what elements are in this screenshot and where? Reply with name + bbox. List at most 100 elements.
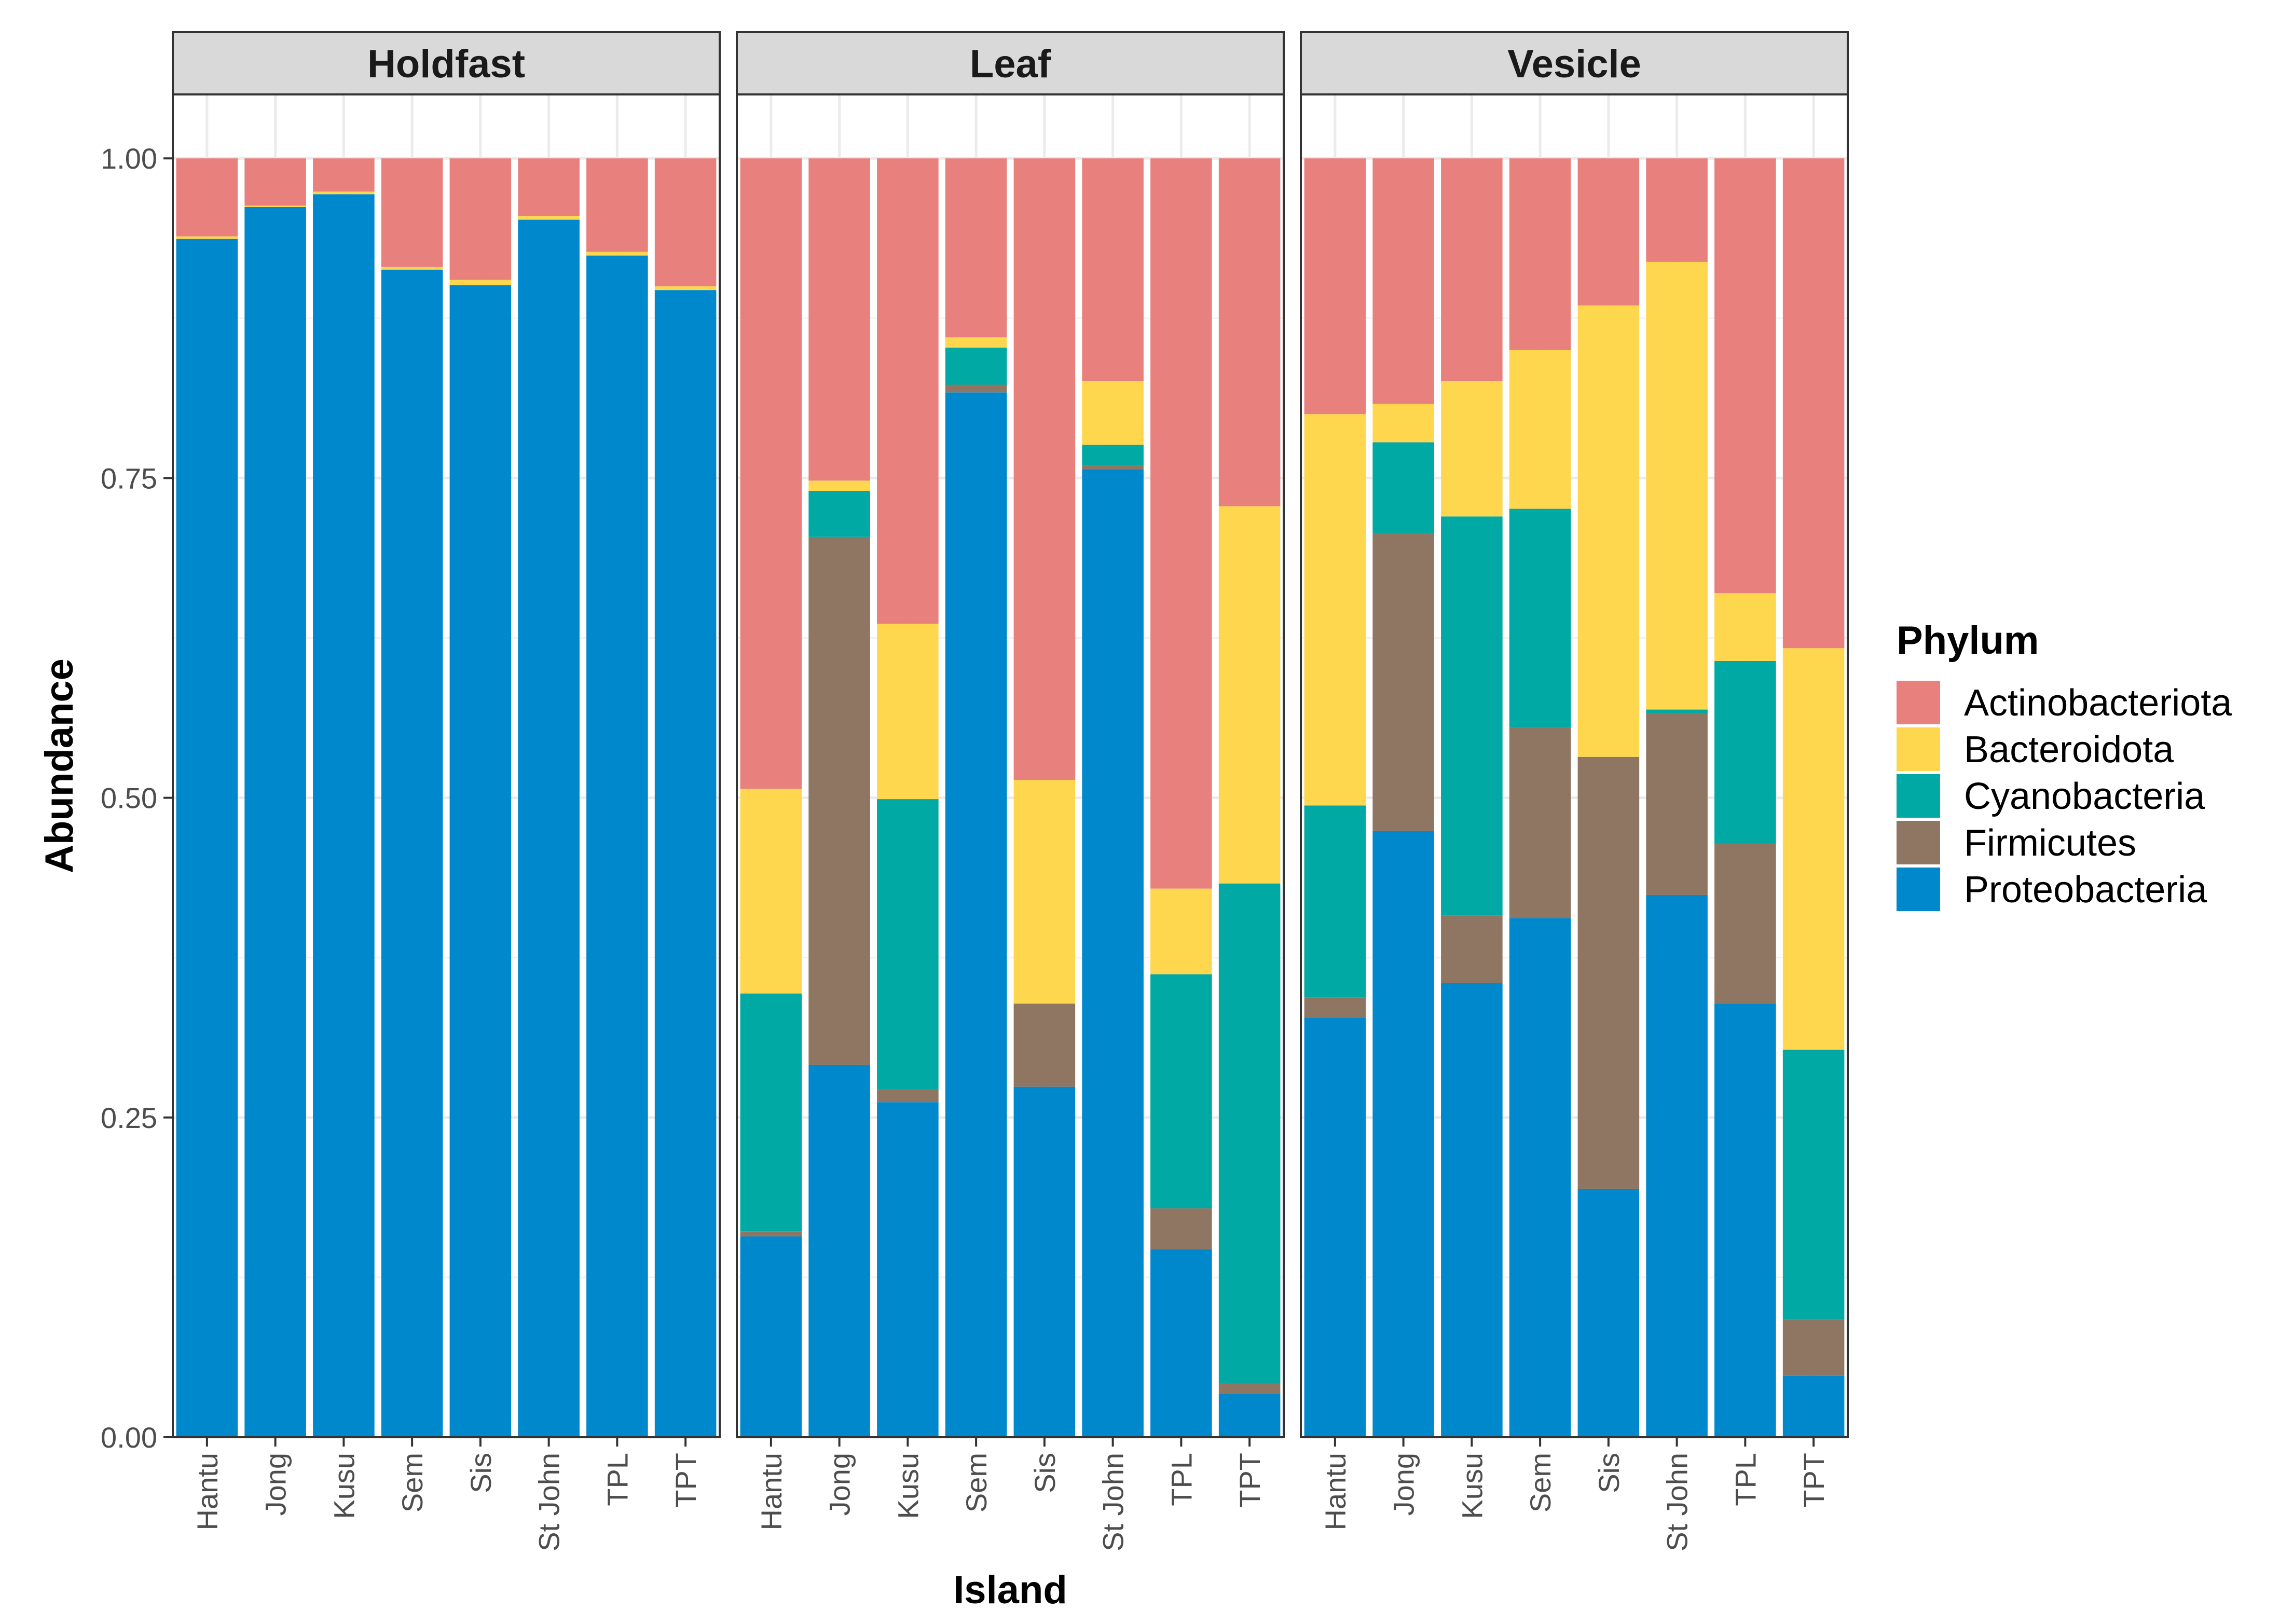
bar-vesicle-jong-bacteroidota [1372,404,1434,443]
bar-leaf-tpl-firmicutes [1150,1208,1212,1249]
bar-holdfast-sis-proteobacteria [449,285,512,1437]
bar-leaf-st-john-actinobacteriota [1082,158,1144,381]
bar-leaf-st-john-bacteroidota [1082,381,1144,445]
bar-vesicle-sem-cyanobacteria [1509,508,1571,728]
x-tick-label: Kusu [891,1453,924,1519]
bar-vesicle-tpt-cyanobacteria [1782,1050,1845,1320]
bar-vesicle-jong-cyanobacteria [1372,442,1434,533]
x-tick-label: Kusu [1455,1453,1488,1519]
bar-leaf-sem-firmicutes [945,384,1007,393]
x-tick-label: TPT [1797,1453,1830,1508]
bar-vesicle-jong-actinobacteriota [1372,158,1434,404]
bar-vesicle-kusu-cyanobacteria [1441,516,1503,916]
bar-leaf-jong-firmicutes [808,536,870,1065]
bar-holdfast-kusu-bacteroidota [313,191,375,195]
bar-holdfast-tpl-bacteroidota [586,252,648,256]
bar-vesicle-tpt-bacteroidota [1782,648,1845,1050]
bar-vesicle-hantu-actinobacteriota [1304,158,1366,415]
bar-vesicle-hantu-cyanobacteria [1304,805,1366,998]
bar-leaf-hantu-actinobacteriota [740,158,802,789]
facet-strip [172,31,721,95]
bar-vesicle-tpl-firmicutes [1714,844,1776,1004]
x-tick-label: TPL [1729,1453,1762,1506]
bar-leaf-jong-actinobacteriota [808,158,870,481]
bar-leaf-tpt-firmicutes [1218,1383,1281,1394]
bar-holdfast-tpl-proteobacteria [586,255,648,1437]
bar-vesicle-hantu-firmicutes [1304,997,1366,1018]
y-tick-label: 0.75 [101,462,157,494]
bar-holdfast-tpt-proteobacteria [654,290,717,1437]
bar-vesicle-tpl-proteobacteria [1714,1003,1776,1437]
x-tick-label: TPT [669,1453,702,1508]
facet-strip-label: Holdfast [367,42,525,86]
bar-vesicle-jong-firmicutes [1372,533,1434,831]
bar-leaf-hantu-bacteroidota [740,789,802,994]
legend-title: Phylum [1897,618,2039,663]
bar-vesicle-st-john-actinobacteriota [1646,158,1708,262]
x-tick-label: Hantu [191,1453,224,1530]
bar-holdfast-sem-bacteroidota [381,267,443,270]
y-tick-label: 0.25 [101,1102,157,1134]
y-tick-label: 0.50 [101,782,157,815]
x-tick-label: St John [1097,1453,1130,1551]
bar-leaf-sis-firmicutes [1013,1003,1076,1087]
legend-key-proteobacteria [1897,868,1940,911]
bar-leaf-tpl-cyanobacteria [1150,974,1212,1208]
bar-holdfast-sem-actinobacteriota [381,158,443,267]
bar-leaf-tpl-actinobacteriota [1150,158,1212,889]
bar-leaf-kusu-actinobacteriota [877,158,939,624]
bar-leaf-jong-bacteroidota [808,480,870,491]
x-tick-label: Sem [396,1453,429,1512]
x-tick-label: Jong [259,1453,292,1516]
bar-leaf-hantu-proteobacteria [740,1236,802,1437]
bar-vesicle-st-john-bacteroidota [1646,262,1708,710]
bar-vesicle-st-john-firmicutes [1646,713,1708,895]
bar-leaf-kusu-proteobacteria [877,1102,939,1437]
bar-vesicle-kusu-actinobacteriota [1441,158,1503,381]
x-tick-label: Sem [960,1453,993,1512]
bar-holdfast-sis-bacteroidota [449,280,512,285]
bar-holdfast-sis-actinobacteriota [449,158,512,280]
x-tick-label: Sis [464,1453,497,1493]
bar-vesicle-sem-actinobacteriota [1509,158,1571,350]
bar-vesicle-sem-proteobacteria [1509,918,1571,1437]
x-tick-label: Hantu [755,1453,788,1530]
bar-leaf-kusu-bacteroidota [877,624,939,800]
bar-leaf-sis-proteobacteria [1013,1086,1076,1437]
bar-vesicle-tpl-actinobacteriota [1714,158,1776,594]
bar-leaf-kusu-cyanobacteria [877,799,939,1090]
bar-vesicle-tpt-actinobacteriota [1782,158,1845,649]
x-tick-label: St John [533,1453,566,1551]
bar-holdfast-jong-bacteroidota [244,205,306,207]
bar-vesicle-hantu-proteobacteria [1304,1017,1366,1437]
legend-label-firmicutes: Firmicutes [1964,822,2136,864]
bar-vesicle-hantu-bacteroidota [1304,414,1366,806]
bar-holdfast-kusu-actinobacteriota [313,158,375,192]
bar-holdfast-tpt-actinobacteriota [654,158,717,286]
x-tick-label: Sis [1592,1453,1625,1493]
bar-vesicle-kusu-proteobacteria [1441,983,1503,1437]
bar-vesicle-st-john-cyanobacteria [1646,709,1708,713]
bar-holdfast-jong-proteobacteria [244,207,306,1438]
bar-vesicle-tpt-firmicutes [1782,1319,1845,1376]
x-tick-label: Kusu [327,1453,360,1519]
bar-holdfast-st-john-actinobacteriota [518,158,580,216]
bar-leaf-sem-bacteroidota [945,337,1007,348]
bar-leaf-jong-cyanobacteria [808,491,870,537]
bar-holdfast-st-john-bacteroidota [518,216,580,220]
y-axis-title: Abundance [37,658,81,873]
bar-holdfast-hantu-bacteroidota [176,236,238,239]
bar-leaf-hantu-cyanobacteria [740,993,802,1232]
bar-vesicle-sem-firmicutes [1509,727,1571,918]
bar-leaf-st-john-cyanobacteria [1082,445,1144,465]
x-axis-title: Island [953,1568,1067,1612]
bar-leaf-sem-cyanobacteria [945,348,1007,385]
facet-strip [736,31,1285,95]
bar-vesicle-kusu-bacteroidota [1441,381,1503,517]
x-tick-label: Sis [1028,1453,1061,1493]
bar-vesicle-tpl-cyanobacteria [1714,660,1776,844]
bar-leaf-tpl-bacteroidota [1150,888,1212,974]
bar-holdfast-sem-proteobacteria [381,269,443,1437]
